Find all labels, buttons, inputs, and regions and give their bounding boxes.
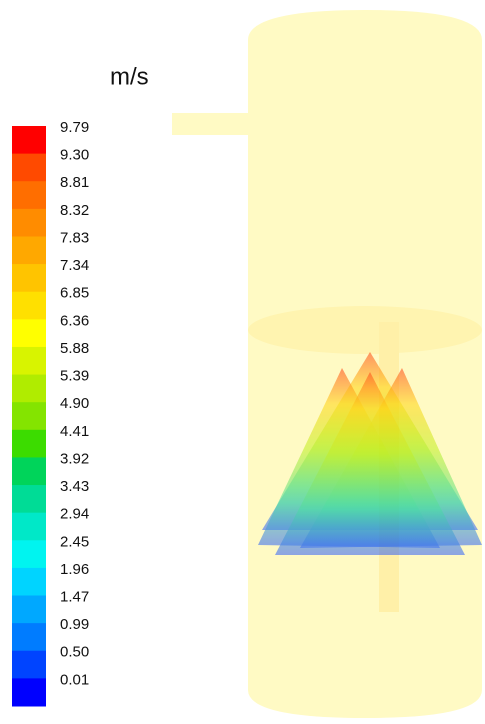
- vessel: [172, 10, 482, 718]
- scale-label: 9.79: [60, 119, 89, 136]
- scale-label: 1.47: [60, 588, 89, 605]
- color-swatch: [12, 374, 46, 403]
- color-swatch: [12, 540, 46, 569]
- scale-label: 7.34: [60, 257, 89, 274]
- color-swatch: [12, 319, 46, 348]
- colorbar: 9.79 9.30 8.81 8.32 7.83 7.34 6.85 6.36 5.88 5.39…: [12, 119, 89, 707]
- color-swatch: [12, 650, 46, 679]
- color-swatch: [12, 429, 46, 458]
- color-swatch: [12, 236, 46, 265]
- color-swatch: [12, 402, 46, 431]
- scale-label: 1.96: [60, 561, 89, 578]
- scale-label: 7.83: [60, 229, 89, 246]
- scale-label: 4.90: [60, 395, 89, 412]
- spray: [258, 352, 482, 555]
- scale-label: 3.43: [60, 478, 89, 495]
- inlet-pipe: [172, 113, 252, 135]
- scale-label: 9.30: [60, 147, 89, 164]
- color-swatch: [12, 457, 46, 486]
- color-swatch: [12, 181, 46, 210]
- color-swatch: [12, 153, 46, 182]
- color-swatch: [12, 264, 46, 293]
- unit-label: m/s: [110, 63, 149, 90]
- spray-cone: [275, 372, 465, 555]
- color-swatch: [12, 208, 46, 237]
- scale-label: 6.85: [60, 285, 89, 302]
- color-swatch: [12, 623, 46, 652]
- color-swatch: [12, 567, 46, 597]
- scale-label: 8.81: [60, 174, 89, 191]
- scale-label: 5.39: [60, 368, 89, 385]
- color-swatch: [12, 485, 46, 514]
- color-swatch: [12, 595, 46, 624]
- scale-label: 0.99: [60, 616, 89, 633]
- scale-label: 8.32: [60, 202, 89, 219]
- scale-label: 2.45: [60, 533, 89, 550]
- scale-label: 3.92: [60, 450, 89, 467]
- color-swatch: [12, 126, 46, 155]
- color-swatch: [12, 346, 46, 376]
- color-swatch: [12, 291, 46, 320]
- scale-label: 6.36: [60, 312, 89, 329]
- scale-label: 0.50: [60, 644, 89, 661]
- scale-label: 2.94: [60, 506, 89, 523]
- color-swatch: [12, 678, 46, 707]
- scale-label: 5.88: [60, 340, 89, 357]
- scale-label: 4.41: [60, 423, 89, 440]
- color-swatch: [12, 512, 46, 541]
- section-plane: [248, 306, 482, 354]
- scale-label: 0.01: [60, 671, 89, 688]
